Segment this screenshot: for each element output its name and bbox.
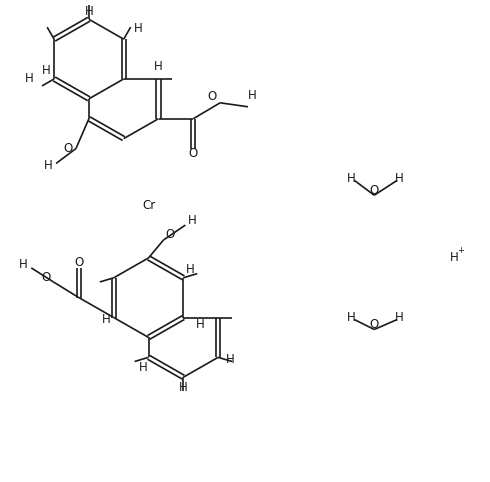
Text: H: H: [247, 89, 256, 102]
Text: H: H: [139, 361, 148, 374]
Text: O: O: [63, 142, 73, 155]
Text: H: H: [101, 313, 110, 326]
Text: H: H: [196, 318, 205, 331]
Text: H: H: [226, 353, 234, 366]
Text: Cr: Cr: [142, 199, 155, 212]
Text: H: H: [19, 258, 27, 271]
Text: +: +: [457, 246, 464, 255]
Text: H: H: [85, 5, 93, 18]
Text: H: H: [188, 214, 196, 227]
Text: O: O: [369, 318, 379, 331]
Text: O: O: [166, 228, 175, 241]
Text: H: H: [179, 381, 188, 394]
Text: O: O: [208, 90, 217, 103]
Text: H: H: [42, 65, 50, 78]
Text: H: H: [395, 172, 403, 185]
Text: O: O: [189, 147, 198, 160]
Text: H: H: [154, 59, 163, 72]
Text: H: H: [347, 311, 356, 324]
Text: H: H: [44, 159, 52, 172]
Text: H: H: [395, 311, 403, 324]
Text: H: H: [134, 22, 143, 35]
Text: O: O: [42, 271, 51, 284]
Text: H: H: [25, 72, 34, 85]
Text: H: H: [449, 252, 458, 265]
Text: O: O: [369, 184, 379, 197]
Text: O: O: [74, 256, 84, 269]
Text: H: H: [347, 172, 356, 185]
Text: H: H: [186, 263, 195, 276]
